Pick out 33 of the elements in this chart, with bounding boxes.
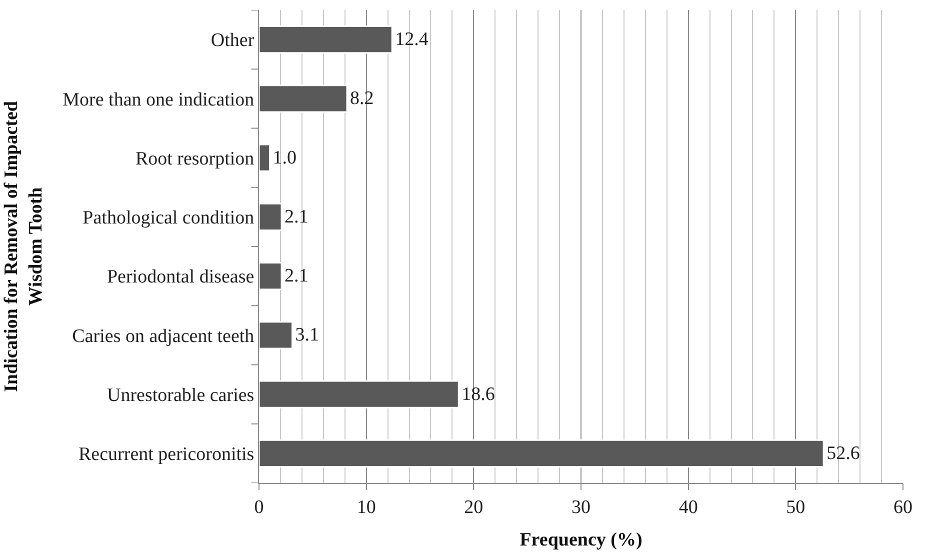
x-tick-label: 20 [464, 496, 484, 518]
bar [259, 439, 824, 468]
x-tick-label: 30 [572, 496, 590, 518]
x-tick-label: 40 [678, 496, 698, 518]
data-label: 12.4 [395, 29, 429, 50]
y-tick-label: Periodontal disease [106, 266, 254, 288]
data-label: 2.1 [284, 266, 308, 287]
data-label: 18.6 [462, 384, 495, 405]
y-axis-title: Indication for Removal of Impacted Wisdom Tooth [0, 100, 47, 392]
x-tick-label: 50 [786, 496, 806, 518]
data-label: 52.6 [826, 442, 860, 464]
bar [259, 84, 348, 113]
y-tick-label: Recurrent pericoronitis [78, 444, 254, 466]
y-tick-label: Root resorption [135, 148, 255, 170]
data-label: 3.1 [295, 324, 320, 346]
x-tick-label: 0 [254, 496, 264, 518]
y-tick-label: Pathological condition [82, 208, 255, 229]
x-axis-title: Frequency (%) [520, 530, 642, 551]
y-tick-label: Unrestorable caries [107, 384, 254, 406]
y-tick-label: More than one indication [62, 89, 255, 110]
bar [259, 26, 393, 54]
y-tick-label: Caries on adjacent teeth [72, 326, 255, 347]
bar [259, 202, 282, 231]
bar [259, 262, 282, 290]
y-tick-label: Other [210, 30, 255, 52]
data-label: 1.0 [272, 147, 296, 168]
bar [259, 321, 294, 350]
data-label: 2.1 [284, 206, 308, 228]
x-tick-label: 10 [356, 496, 376, 518]
x-tick-label: 60 [894, 496, 912, 518]
data-label: 8.2 [350, 88, 374, 110]
bar [259, 380, 460, 408]
bar [259, 144, 270, 172]
